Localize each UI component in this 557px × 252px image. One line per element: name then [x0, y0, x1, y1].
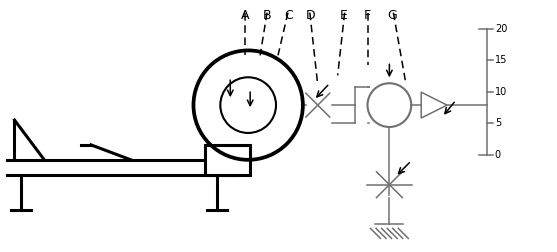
Text: 0: 0 — [495, 150, 501, 160]
Text: 5: 5 — [495, 118, 501, 128]
Text: 15: 15 — [495, 55, 507, 65]
Text: 10: 10 — [495, 87, 507, 97]
Text: 20: 20 — [495, 23, 507, 34]
Text: C: C — [284, 9, 293, 22]
Text: A: A — [241, 9, 250, 22]
Text: B: B — [263, 9, 272, 22]
Text: G: G — [387, 9, 397, 22]
Text: D: D — [306, 9, 315, 22]
Text: F: F — [364, 9, 371, 22]
Text: E: E — [340, 9, 348, 22]
Bar — [206, 145, 250, 175]
